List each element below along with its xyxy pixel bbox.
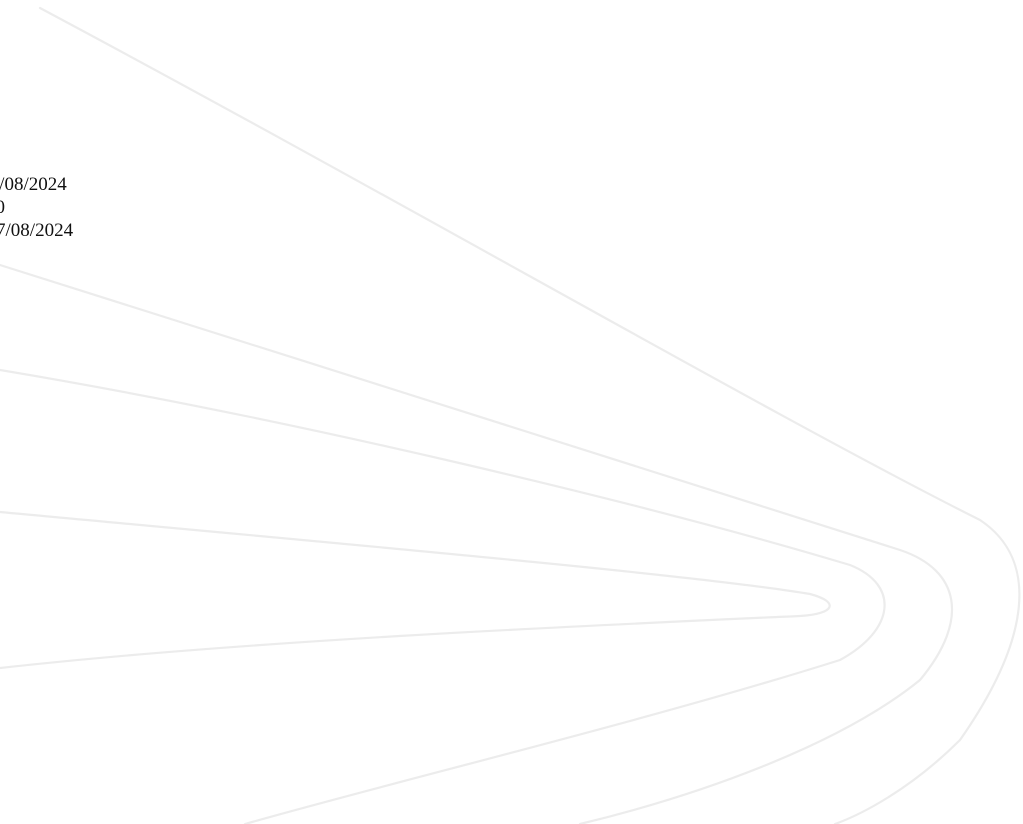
watermark-curve-2 [0,368,886,824]
validity-date-line: cia: 07/08/2024 [0,174,67,195]
watermark-curve-4 [38,6,1021,824]
watermark-curve-1 [0,510,831,670]
document-text-block: cia: 07/08/2024 3.03.20 stro: 07/08/2024 [0,173,73,242]
code-line: 3.03.20 [0,197,5,218]
watermark-curve-3 [0,263,954,824]
registration-date-line: stro: 07/08/2024 [0,220,74,241]
